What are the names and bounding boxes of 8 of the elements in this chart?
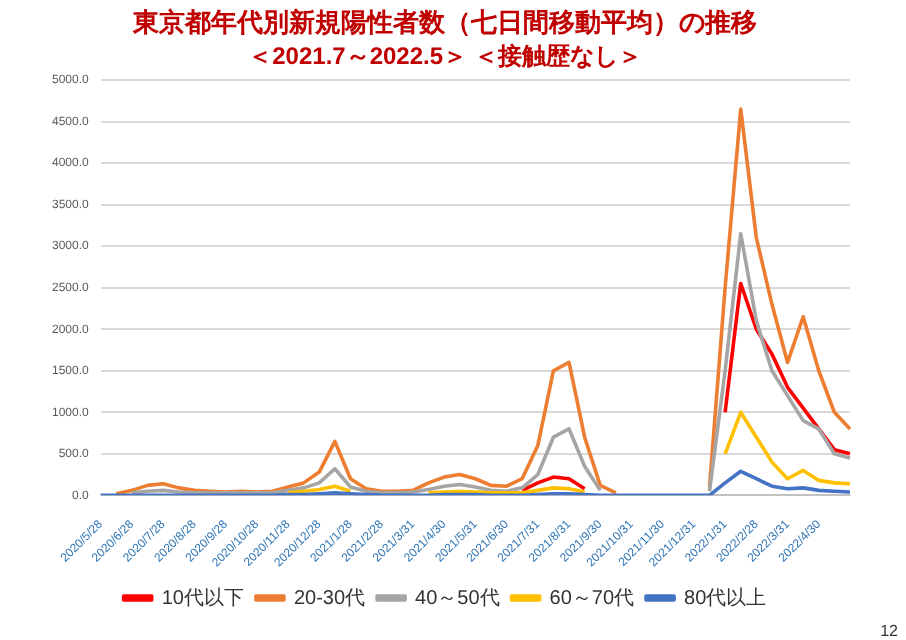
legend-label: 80代以上 xyxy=(684,585,767,610)
text: 12 xyxy=(880,622,900,640)
legend-label: 10代以下 xyxy=(161,585,244,610)
legend-label: 40～50代 xyxy=(415,587,500,610)
chart-subtitle: ＜2021.7～2022.5＞ ＜接触歴なし＞ xyxy=(248,42,642,71)
chart-title: 東京都年代別新規陽性者数（七日間移動平均）の推移 xyxy=(131,6,757,37)
legend-label: 60～70代 xyxy=(549,587,635,610)
legend-label: 20-30代 xyxy=(293,587,366,610)
